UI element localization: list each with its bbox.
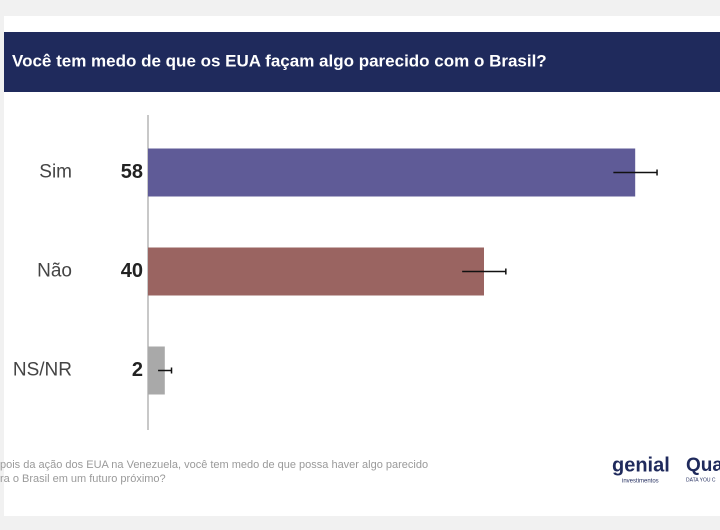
logo: genial xyxy=(612,454,670,476)
bar xyxy=(148,247,484,296)
footnote: pois da ação dos EUA na Venezuela, você … xyxy=(0,459,428,471)
logo-sub: DATA YOU C xyxy=(686,477,716,483)
logo-sub: investimentos xyxy=(622,479,659,485)
chart-title: Você tem medo de que os EUA façam algo p… xyxy=(12,51,547,70)
footnote: ra o Brasil em um futuro próximo? xyxy=(0,473,166,485)
logo: Qua xyxy=(686,455,720,476)
value-label: 58 xyxy=(121,161,143,183)
category-label: Não xyxy=(37,261,72,282)
category-label: Sim xyxy=(39,162,72,183)
bar xyxy=(148,148,636,197)
value-label: 2 xyxy=(132,359,143,381)
category-label: NS/NR xyxy=(13,360,72,381)
value-label: 40 xyxy=(121,260,143,282)
title-banner xyxy=(4,32,720,92)
bar xyxy=(148,346,165,395)
